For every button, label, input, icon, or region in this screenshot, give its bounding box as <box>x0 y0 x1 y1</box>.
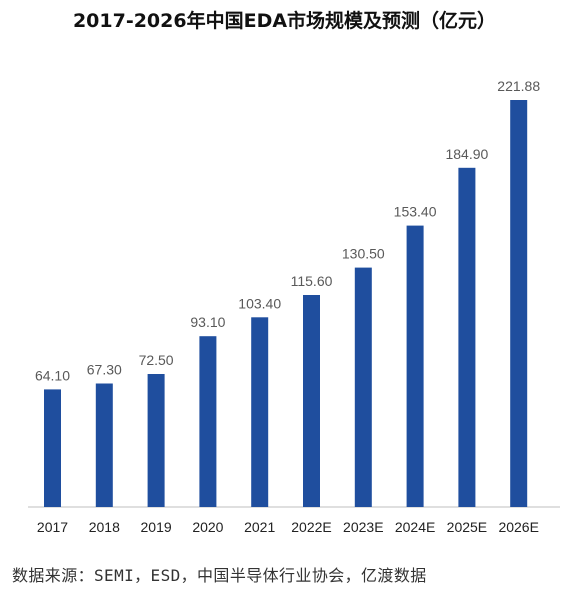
bar-2026E <box>510 100 528 507</box>
x-tick-label-2023E: 2023E <box>343 519 383 535</box>
value-label-2020: 93.10 <box>190 314 225 330</box>
bar-2022E <box>303 295 320 507</box>
x-tick-label-2024E: 2024E <box>395 519 435 535</box>
source-note: 数据来源：SEMI，ESD，中国半导体行业协会，亿渡数据 <box>12 566 427 585</box>
value-label-2019: 72.50 <box>139 352 174 368</box>
bar-2017 <box>44 389 61 507</box>
bar-2023E <box>354 267 372 507</box>
value-label-2021: 103.40 <box>238 295 281 311</box>
x-tick-labels-group: 2017 2018 2019 2020 2021 2022E 2023E 2024E 2025E… <box>37 519 539 535</box>
bar-2024E <box>406 225 424 507</box>
x-tick-label-2021: 2021 <box>244 519 275 535</box>
value-labels-group: 64.10 67.30 72.50 93.10 103.40 115.60 130.50 15… <box>35 78 540 383</box>
x-tick-label-2025E: 2025E <box>447 519 487 535</box>
x-tick-label-2020: 2020 <box>192 519 223 535</box>
bar-2019 <box>147 374 165 507</box>
bar-2021 <box>251 317 269 507</box>
bars-group <box>44 100 528 508</box>
x-tick-label-2018: 2018 <box>89 519 120 535</box>
bar-2025E <box>458 167 476 508</box>
value-label-2017: 64.10 <box>35 367 70 383</box>
chart-title: 2017-2026年中国EDA市场规模及预测（亿元） <box>72 10 497 32</box>
value-label-2024E: 153.40 <box>394 204 437 220</box>
x-tick-label-2019: 2019 <box>141 519 172 535</box>
value-label-2022E: 115.60 <box>291 273 333 289</box>
value-label-2025E: 184.90 <box>445 146 488 162</box>
value-label-2018: 67.30 <box>87 362 122 378</box>
bar-2020 <box>199 336 217 507</box>
bar-2018 <box>95 383 113 507</box>
x-tick-label-2022E: 2022E <box>291 519 331 535</box>
x-tick-label-2026E: 2026E <box>498 519 538 535</box>
value-label-2026E: 221.88 <box>497 78 540 94</box>
x-tick-label-2017: 2017 <box>37 519 68 535</box>
value-label-2023E: 130.50 <box>342 246 385 262</box>
